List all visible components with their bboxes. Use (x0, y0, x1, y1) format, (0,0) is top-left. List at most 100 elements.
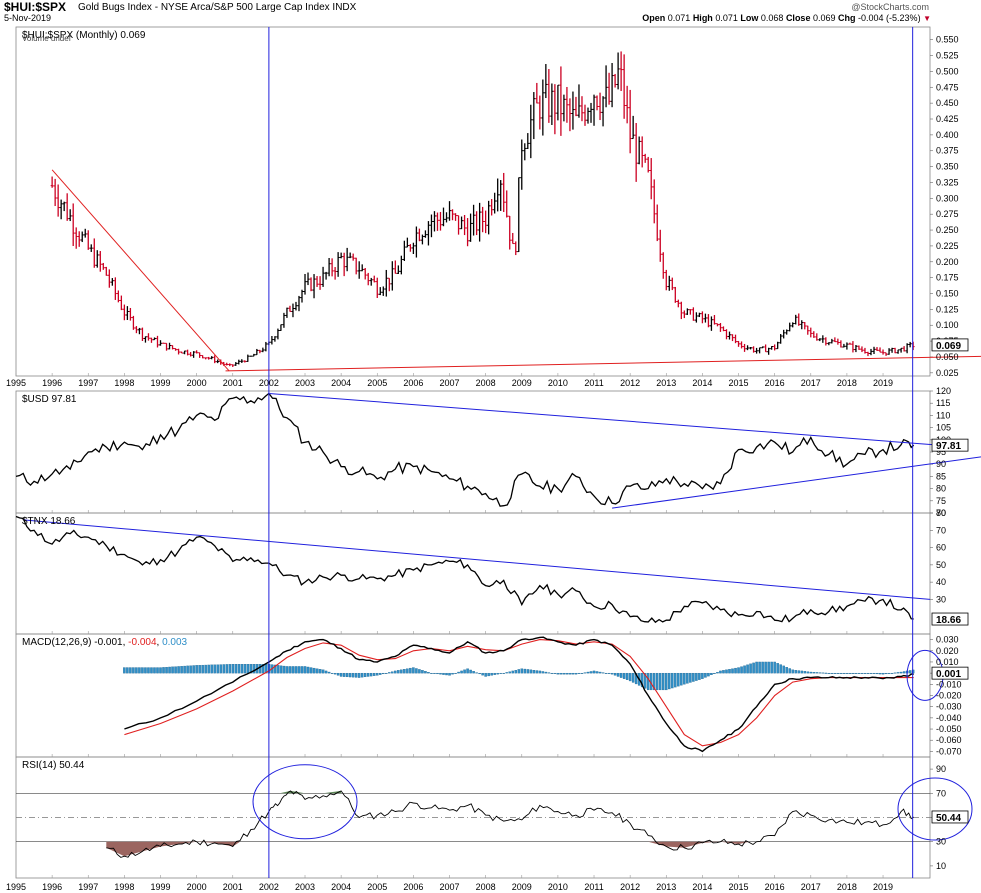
macd-histogram-bar (595, 671, 599, 674)
macd-histogram-bar (466, 668, 469, 674)
macd-histogram-bar (273, 664, 277, 674)
macd-histogram-bar (791, 669, 794, 674)
macd-histogram-bar (535, 670, 539, 674)
macd-histogram-bar (291, 666, 295, 674)
legend-rsi: RSI(14) 50.44 (22, 760, 85, 771)
macd-histogram-bar (797, 670, 800, 674)
macd-histogram-bar (345, 672, 349, 678)
y-tick-label: 30 (936, 594, 946, 604)
macd-histogram-bar (427, 672, 430, 674)
macd-histogram-bar (303, 666, 307, 674)
x-tick-label: 2002 (259, 378, 279, 388)
macd-histogram-bar (857, 672, 861, 674)
macd-histogram-bar (225, 664, 228, 674)
y-tick-label: -0.010 (936, 679, 962, 689)
macd-histogram-bar (243, 664, 247, 674)
macd-histogram-bar (391, 671, 394, 674)
macd-histogram-bar (436, 672, 439, 675)
macd-histogram-bar (827, 672, 831, 674)
macd-histogram-bar (354, 672, 358, 678)
panel-frame-macd (15, 633, 931, 758)
macd-histogram-bar (622, 672, 626, 679)
ohlc-high-value: 0.071 (715, 13, 738, 23)
macd-histogram-bar (147, 667, 150, 674)
x-tick-label: 2018 (837, 882, 857, 892)
last-value-box-rsi (931, 810, 969, 824)
macd-histogram-bar (318, 669, 322, 674)
y-tick-label: -0.020 (936, 691, 962, 701)
macd-histogram-bar (562, 672, 566, 675)
x-tick-label: 2013 (656, 378, 676, 388)
macd-histogram-bar (442, 672, 445, 675)
macd-histogram-bar (162, 667, 165, 674)
y-tick-label: 0.450 (936, 98, 959, 108)
macd-histogram-bar (782, 665, 785, 674)
x-tick-label: 2018 (837, 378, 857, 388)
macd-histogram-bar (728, 669, 731, 674)
grid-lines (15, 39, 933, 878)
macd-histogram-bar (246, 664, 250, 674)
macd-histogram-bar (737, 667, 740, 674)
x-tick-label: 2015 (729, 378, 749, 388)
macd-histogram-bar (845, 672, 849, 674)
macd-histogram-bar (168, 666, 171, 674)
macd-histogram-bar (312, 667, 316, 674)
macd-histogram-bar (529, 669, 533, 674)
last-value-price: 0.069 (936, 341, 961, 352)
macd-histogram-bar (689, 672, 692, 683)
x-tick-label: 1998 (114, 378, 134, 388)
y-tick-label: 40 (936, 577, 946, 587)
macd-histogram-bar (505, 672, 508, 674)
macd-histogram-bar (379, 672, 382, 675)
macd-histogram-bar (204, 664, 207, 674)
macd-histogram-bar (613, 672, 617, 676)
y-tick-label: 0.525 (936, 51, 959, 61)
macd-histogram-bar (610, 672, 614, 675)
macd-histogram-bar (707, 672, 710, 677)
macd-histogram-bar (662, 672, 665, 691)
macd-histogram-bar (424, 671, 427, 674)
x-tick-label: 1997 (78, 378, 98, 388)
macd-histogram-bar (866, 672, 870, 674)
y-tick-label: 70 (936, 508, 946, 518)
macd-histogram-bar (327, 671, 331, 674)
macd-histogram-bar (493, 672, 496, 675)
y-tick-label: 80 (936, 484, 946, 494)
macd-histogram-bar (716, 672, 719, 674)
macd-histogram-bar (213, 664, 216, 674)
macd-histogram-bar (198, 665, 201, 674)
macd-histogram-bar (743, 665, 746, 674)
macd-histogram-bar (189, 665, 192, 674)
macd-histogram-bar (869, 672, 873, 674)
macd-histogram-bar (643, 672, 647, 689)
ohlc-high-label: High (692, 13, 713, 23)
chart-marks (15, 27, 981, 878)
macd-histogram-bar (541, 671, 545, 674)
macd-histogram-bar (460, 670, 463, 674)
y-tick-label: 0.550 (936, 35, 959, 45)
macd-line (124, 636, 914, 753)
macd-histogram-bar (153, 667, 156, 674)
macd-histogram-bar (674, 672, 677, 688)
macd-histogram-bar (655, 672, 659, 691)
macd-histogram-bar (731, 668, 734, 674)
macd-histogram-bar (770, 661, 773, 674)
macd-histogram-bar (722, 670, 725, 674)
macd-histogram-bar (228, 664, 231, 674)
x-tick-label: 2010 (548, 882, 568, 892)
macd-histogram-bar (433, 672, 436, 674)
macd-histogram-bar (848, 672, 852, 674)
macd-histogram-bar (174, 666, 177, 674)
macd-histogram-bar (294, 666, 298, 674)
last-value-box-usd (931, 438, 969, 452)
legend-macd: MACD(12,26,9) -0.001, -0.004, 0.003 (22, 637, 188, 648)
chart-description: Gold Bugs Index - NYSE Arca/S&P 500 Larg… (78, 2, 357, 13)
macd-histogram-bar (430, 672, 433, 674)
macd-histogram-bar (646, 672, 650, 691)
macd-histogram-bar (300, 666, 304, 674)
macd-histogram-bar (758, 661, 761, 674)
ohlc-chg-label: Chg (838, 13, 856, 23)
macd-histogram-bar (394, 670, 397, 674)
ohlc-low-value: 0.068 (760, 13, 784, 23)
macd-histogram-bar (607, 672, 611, 674)
